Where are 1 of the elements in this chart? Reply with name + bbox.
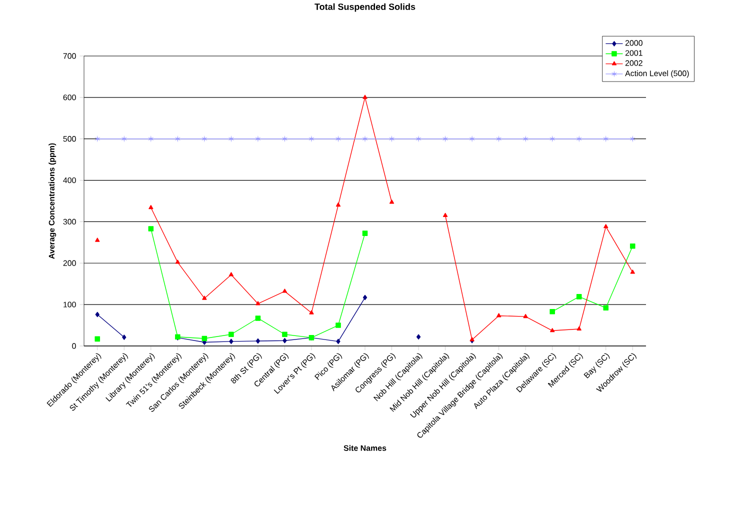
chart-title: Total Suspended Solids bbox=[314, 3, 416, 12]
